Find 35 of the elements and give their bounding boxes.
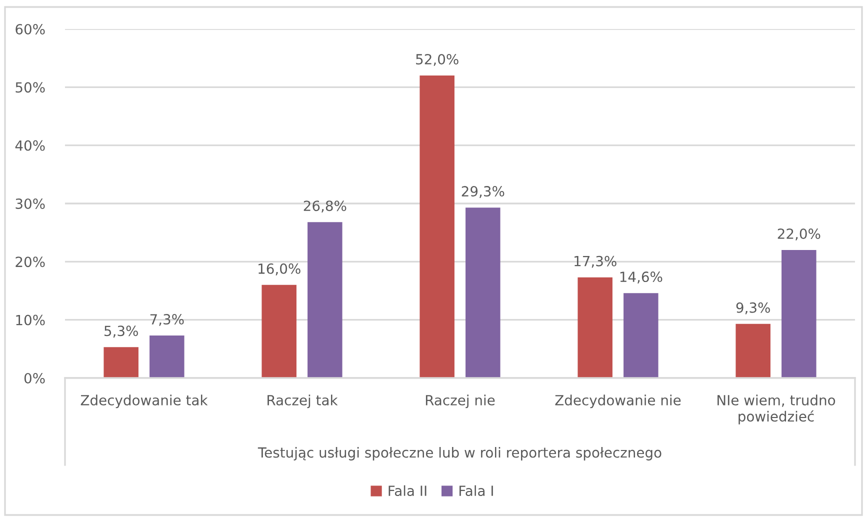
- data-label: 29,3%: [462, 186, 504, 198]
- bar: [736, 324, 770, 378]
- bar: [150, 336, 184, 378]
- bar: [466, 208, 500, 378]
- y-tick-label: 50%: [16, 82, 45, 93]
- y-tick-label: 0%: [24, 372, 45, 384]
- legend-label: Fala I: [460, 485, 493, 496]
- data-label: 22,0%: [778, 228, 820, 240]
- data-label: 9,3%: [736, 302, 770, 314]
- y-tick-label: 10%: [16, 314, 45, 326]
- legend-label: Fala II: [388, 485, 426, 496]
- data-label: 52,0%: [416, 54, 458, 66]
- data-label: 5,3%: [104, 326, 138, 338]
- y-tick-label: 20%: [16, 256, 45, 268]
- data-label: 16,0%: [258, 263, 300, 276]
- x-tick-label: Raczej nie: [426, 394, 495, 408]
- x-tick-label: Raczej tak: [268, 394, 338, 408]
- data-label: 26,8%: [304, 200, 346, 213]
- x-tick-label: Zdecydowanie nie: [555, 394, 681, 408]
- data-label: 17,3%: [574, 256, 616, 268]
- bar: [420, 76, 454, 378]
- bar: [104, 347, 138, 378]
- y-tick-label: 60%: [16, 24, 45, 34]
- y-tick-label: 30%: [16, 198, 45, 209]
- bar: [308, 222, 342, 378]
- bar: [578, 277, 612, 378]
- bar: [624, 293, 658, 378]
- bar: [262, 284, 296, 378]
- bar: [782, 250, 816, 378]
- y-tick-label: 40%: [15, 140, 45, 151]
- data-label: 7,3%: [150, 314, 184, 326]
- x-axis-title: Testując usługi społeczne lub w roli reportera społecznego: [258, 447, 662, 460]
- x-tick-label: Zdecydowanie tak: [80, 394, 208, 408]
- data-label: 14,6%: [620, 272, 662, 284]
- x-tick-label: NIe wiem, trudno powiedzieć: [718, 394, 836, 424]
